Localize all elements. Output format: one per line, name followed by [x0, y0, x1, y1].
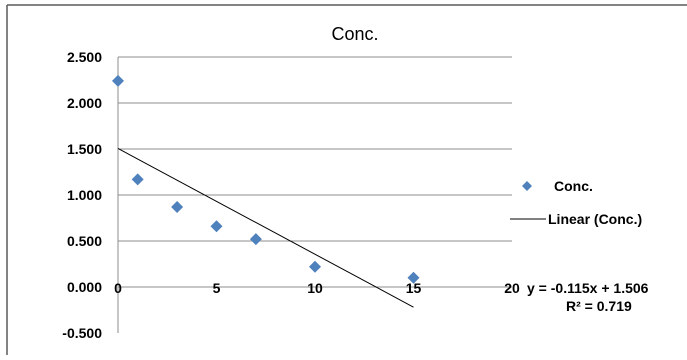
- y-tick-label: 1.500: [67, 141, 102, 157]
- trendline: [117, 148, 414, 308]
- data-point: [309, 260, 321, 273]
- data-point: [131, 173, 144, 186]
- y-tick-label: 1.000: [67, 187, 102, 203]
- data-point: [210, 220, 223, 233]
- legend-label-conc: Conc.: [554, 178, 593, 194]
- trendline-layer: [117, 148, 414, 308]
- gridlines: [117, 56, 512, 333]
- trendline-r-squared: R² = 0.719: [566, 298, 632, 314]
- chart-title: Conc.: [331, 24, 378, 44]
- trendline-equation: y = -0.115x + 1.506: [527, 280, 649, 296]
- data-point: [171, 200, 184, 213]
- data-point: [112, 74, 124, 87]
- x-tick-label: 5: [213, 280, 221, 296]
- y-tick-label: 0.000: [67, 279, 102, 295]
- legend-label-linear: Linear (Conc.): [548, 211, 642, 227]
- x-tick-label: 20: [504, 280, 520, 296]
- data-points: [112, 74, 420, 284]
- x-axis-ticks: 0 5 10 15 20: [114, 280, 520, 296]
- legend-marker-conc: [522, 181, 532, 191]
- x-tick-label: 15: [406, 280, 422, 296]
- y-tick-label: 2.000: [67, 95, 102, 111]
- data-point: [407, 271, 420, 284]
- y-tick-label: 0.500: [67, 233, 102, 249]
- y-axis-ticks: 2.500 2.000 1.500 1.000 0.500 0.000 -0.500: [62, 49, 102, 341]
- x-tick-label: 0: [114, 280, 122, 296]
- x-tick-label: 10: [307, 280, 323, 296]
- legend: Conc. Linear (Conc.): [510, 178, 642, 227]
- data-point: [249, 233, 262, 246]
- y-tick-label: 2.500: [67, 49, 102, 65]
- y-tick-label: -0.500: [62, 325, 102, 341]
